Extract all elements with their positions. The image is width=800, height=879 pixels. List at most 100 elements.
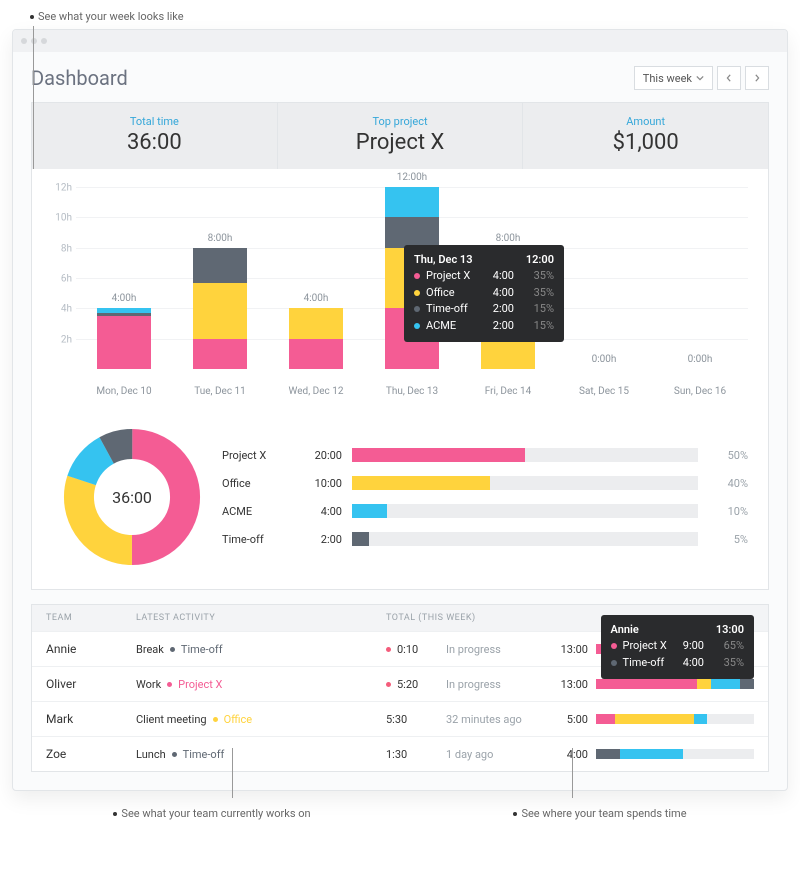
donut-chart: 36:00 xyxy=(62,427,202,567)
prev-button[interactable] xyxy=(717,66,741,90)
stat-card: Total time 36:00 xyxy=(32,103,278,169)
row-total: 13:00 xyxy=(546,643,596,656)
bar-column[interactable]: 8:00h xyxy=(172,187,268,369)
chevron-left-icon xyxy=(725,74,733,82)
duration: 1:30 xyxy=(386,748,407,761)
y-tick: 8h xyxy=(46,243,72,254)
app-window: Dashboard This week Total time xyxy=(12,29,788,791)
stat-value: 36:00 xyxy=(32,130,277,155)
breakdown-time: 4:00 xyxy=(302,505,342,518)
y-tick: 4h xyxy=(46,304,72,315)
weekly-bar-chart: 2h4h6h8h10h12h 4:00h 8:00h 4:00h 12:00h … xyxy=(32,169,768,409)
bar-total-label: 4:00h xyxy=(289,293,343,304)
live-indicator xyxy=(386,682,391,687)
next-button[interactable] xyxy=(745,66,769,90)
range-selector[interactable]: This week xyxy=(634,66,713,90)
status-text: In progress xyxy=(446,678,546,691)
bar-total-label: 0:00h xyxy=(673,354,727,365)
breakdown-name: Time-off xyxy=(222,533,292,546)
project-name: Project X xyxy=(178,678,222,691)
team-row[interactable]: Mark Client meeting Office 5:30 32 minut… xyxy=(32,701,768,736)
breakdown-pct: 10% xyxy=(708,505,748,518)
member-name: Mark xyxy=(46,712,136,726)
annotation-bottom-right: See where your team spends time xyxy=(513,807,686,820)
duration: 5:30 xyxy=(386,713,407,726)
project-name: Time-off xyxy=(183,748,225,761)
breakdown-row: Project X 20:00 50% xyxy=(222,441,748,469)
donut-total: 36:00 xyxy=(62,427,202,567)
x-tick: Sat, Dec 15 xyxy=(556,386,652,397)
project-name: Time-off xyxy=(181,643,223,656)
breakdown-table: Project X 20:00 50% Office 10:00 40% ACM… xyxy=(222,441,748,553)
breakdown-row: Office 10:00 40% xyxy=(222,469,748,497)
bar-column[interactable]: 4:00h xyxy=(76,187,172,369)
breakdown-row: Time-off 2:00 5% xyxy=(222,525,748,553)
breakdown-pct: 5% xyxy=(708,533,748,546)
breakdown-time: 20:00 xyxy=(302,449,342,462)
bar-total-label: 0:00h xyxy=(577,354,631,365)
task-name: Break xyxy=(136,643,164,656)
bar-column[interactable]: 0:00h xyxy=(652,187,748,369)
stat-card: Top project Project X xyxy=(278,103,524,169)
bar-column[interactable]: 4:00h xyxy=(268,187,364,369)
row-total: 4:00 xyxy=(546,748,596,761)
member-name: Oliver xyxy=(46,677,136,691)
member-bar xyxy=(596,749,754,759)
annotation-bottom-left: See what your team currently works on xyxy=(113,807,310,820)
team-row[interactable]: Zoe Lunch Time-off 1:30 1 day ago 4:00 xyxy=(32,736,768,771)
y-tick: 10h xyxy=(46,213,72,224)
member-name: Zoe xyxy=(46,747,136,761)
th-team: Team xyxy=(46,613,136,623)
breakdown-time: 10:00 xyxy=(302,477,342,490)
y-tick: 2h xyxy=(46,334,72,345)
stat-label: Total time xyxy=(32,115,277,128)
project-name: Office xyxy=(224,713,253,726)
window-titlebar xyxy=(13,30,787,52)
bar-total-label: 8:00h xyxy=(481,233,535,244)
bar-total-label: 4:00h xyxy=(97,293,151,304)
breakdown-name: Project X xyxy=(222,449,292,462)
breakdown-pct: 50% xyxy=(708,449,748,462)
stat-value: Project X xyxy=(278,130,523,155)
y-tick: 12h xyxy=(46,183,72,194)
stat-value: $1,000 xyxy=(523,130,768,155)
bar-total-label: 8:00h xyxy=(193,233,247,244)
breakdown-name: ACME xyxy=(222,505,292,518)
x-tick: Fri, Dec 14 xyxy=(460,386,556,397)
member-bar xyxy=(596,679,754,689)
member-bar xyxy=(596,714,754,724)
bar-column[interactable]: 0:00h xyxy=(556,187,652,369)
breakdown-time: 2:00 xyxy=(302,533,342,546)
page-title: Dashboard xyxy=(31,66,128,90)
breakdown-name: Office xyxy=(222,477,292,490)
status-text: In progress xyxy=(446,643,546,656)
chevron-down-icon xyxy=(696,74,704,82)
th-activity: Latest activity xyxy=(136,613,386,623)
x-tick: Sun, Dec 16 xyxy=(652,386,748,397)
bar-total-label: 12:00h xyxy=(385,172,439,183)
x-tick: Mon, Dec 10 xyxy=(76,386,172,397)
x-tick: Tue, Dec 11 xyxy=(172,386,268,397)
task-name: Lunch xyxy=(136,748,166,761)
y-tick: 6h xyxy=(46,274,72,285)
stat-card: Amount $1,000 xyxy=(523,103,768,169)
summary-panel: Total time 36:00 Top project Project X A… xyxy=(31,102,769,590)
duration: 5:20 xyxy=(397,678,418,691)
stat-label: Top project xyxy=(278,115,523,128)
x-tick: Thu, Dec 13 xyxy=(364,386,460,397)
live-indicator xyxy=(386,647,391,652)
chevron-right-icon xyxy=(753,74,761,82)
status-text: 1 day ago xyxy=(446,748,546,761)
row-total: 5:00 xyxy=(546,713,596,726)
annotation-top: See what your week looks like xyxy=(30,10,788,23)
chart-tooltip: Thu, Dec 1312:00Project X4:0035%Office4:… xyxy=(404,245,564,342)
breakdown-row: ACME 4:00 10% xyxy=(222,497,748,525)
status-text: 32 minutes ago xyxy=(446,713,546,726)
task-name: Client meeting xyxy=(136,713,207,726)
duration: 0:10 xyxy=(397,643,418,656)
member-name: Annie xyxy=(46,642,136,656)
breakdown-pct: 40% xyxy=(708,477,748,490)
task-name: Work xyxy=(136,678,161,691)
team-tooltip: Annie13:00Project X9:0065%Time-off4:0035… xyxy=(601,615,755,679)
x-tick: Wed, Dec 12 xyxy=(268,386,364,397)
